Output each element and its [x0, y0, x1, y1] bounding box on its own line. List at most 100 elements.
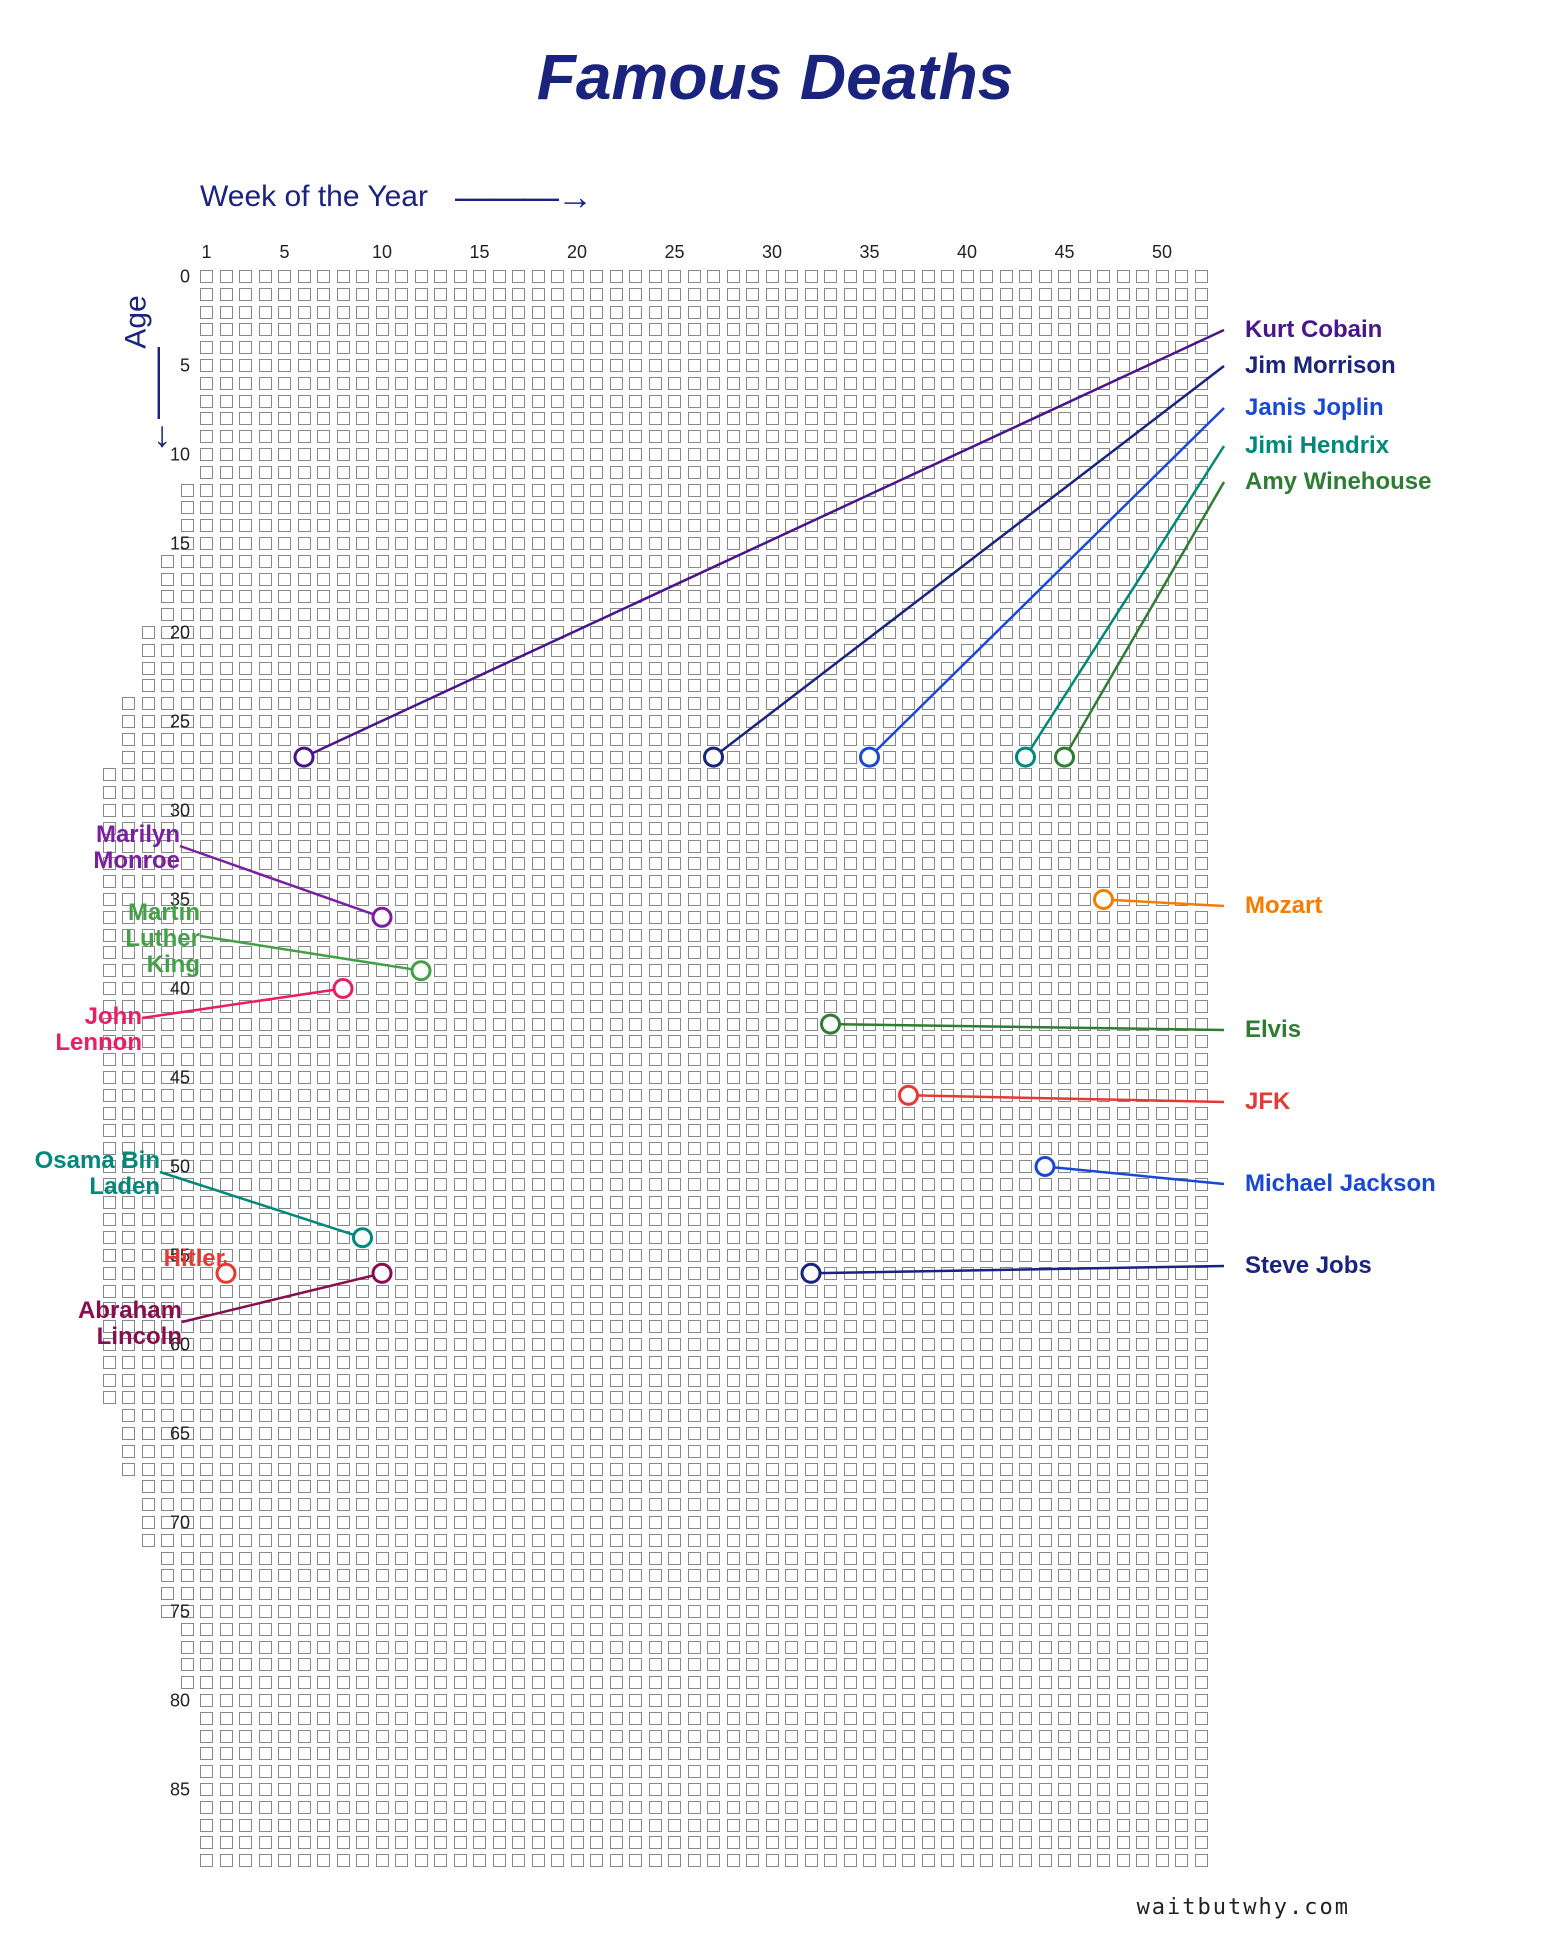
grid-cell-extra	[161, 1018, 174, 1031]
grid-cell	[746, 1267, 759, 1280]
grid-cell	[532, 270, 545, 283]
grid-cell	[1039, 270, 1052, 283]
grid-cell	[805, 857, 818, 870]
grid-cell	[610, 377, 623, 390]
grid-cell	[473, 1712, 486, 1725]
grid-cell	[1039, 1854, 1052, 1867]
grid-cell	[1058, 1196, 1071, 1209]
grid-cell	[395, 822, 408, 835]
grid-cell	[1156, 733, 1169, 746]
grid-cell	[434, 608, 447, 621]
grid-cell	[590, 448, 603, 461]
grid-cell	[844, 662, 857, 675]
grid-cell	[688, 1249, 701, 1262]
grid-cell	[200, 1623, 213, 1636]
grid-cell	[902, 1623, 915, 1636]
grid-cell	[941, 1089, 954, 1102]
grid-cell	[200, 662, 213, 675]
grid-cell	[844, 501, 857, 514]
grid-cell	[434, 964, 447, 977]
grid-cell	[844, 484, 857, 497]
grid-cell	[473, 412, 486, 425]
grid-cell	[922, 1587, 935, 1600]
grid-cell	[668, 270, 681, 283]
grid-cell	[941, 1463, 954, 1476]
grid-cell	[649, 1694, 662, 1707]
grid-cell	[1175, 1213, 1188, 1226]
grid-cell	[220, 412, 233, 425]
grid-cell	[688, 1498, 701, 1511]
grid-cell	[668, 1676, 681, 1689]
grid-cell	[1078, 768, 1091, 781]
grid-cell	[395, 1142, 408, 1155]
grid-cell	[824, 306, 837, 319]
grid-cell	[337, 946, 350, 959]
grid-cell	[395, 1534, 408, 1547]
grid-cell	[766, 751, 779, 764]
grid-cell	[785, 270, 798, 283]
grid-cell	[220, 840, 233, 853]
grid-cell	[590, 626, 603, 639]
grid-cell	[805, 501, 818, 514]
grid-cell	[746, 715, 759, 728]
grid-cell	[766, 1712, 779, 1725]
grid-cell	[766, 768, 779, 781]
grid-cell	[805, 519, 818, 532]
grid-cell	[1156, 1445, 1169, 1458]
grid-cell	[941, 555, 954, 568]
grid-cell-extra	[122, 1124, 135, 1137]
grid-cell	[376, 1480, 389, 1493]
grid-cell	[863, 1338, 876, 1351]
grid-cell	[278, 573, 291, 586]
grid-cell	[551, 964, 564, 977]
grid-cell	[1175, 555, 1188, 568]
grid-cell	[454, 982, 467, 995]
grid-cell	[766, 786, 779, 799]
grid-cell	[1039, 679, 1052, 692]
grid-cell	[1000, 1391, 1013, 1404]
grid-cell	[1000, 822, 1013, 835]
grid-cell	[454, 1516, 467, 1529]
grid-cell	[317, 1374, 330, 1387]
grid-cell	[1078, 1498, 1091, 1511]
grid-cell	[805, 359, 818, 372]
grid-cell	[1019, 377, 1032, 390]
grid-cell	[337, 1427, 350, 1440]
grid-cell	[298, 1320, 311, 1333]
grid-cell	[746, 1765, 759, 1778]
grid-cell	[571, 626, 584, 639]
grid-cell	[649, 1605, 662, 1618]
grid-cell	[239, 982, 252, 995]
grid-cell	[629, 786, 642, 799]
grid-cell	[434, 306, 447, 319]
grid-cell	[941, 840, 954, 853]
grid-cell	[610, 341, 623, 354]
grid-cell	[629, 1356, 642, 1369]
grid-cell	[863, 1658, 876, 1671]
grid-cell	[434, 751, 447, 764]
grid-cell	[941, 697, 954, 710]
grid-cell	[863, 804, 876, 817]
grid-cell	[727, 555, 740, 568]
grid-cell	[1195, 1801, 1208, 1814]
grid-cell	[434, 537, 447, 550]
grid-cell	[902, 1285, 915, 1298]
grid-cell	[961, 1018, 974, 1031]
grid-cell	[824, 1089, 837, 1102]
grid-cell	[649, 1374, 662, 1387]
grid-cell	[1136, 1196, 1149, 1209]
grid-cell	[337, 1249, 350, 1262]
grid-cell	[1117, 1854, 1130, 1867]
grid-cell	[1136, 1089, 1149, 1102]
grid-cell	[1000, 1605, 1013, 1618]
grid-cell	[1175, 430, 1188, 443]
grid-cell	[571, 466, 584, 479]
grid-cell	[590, 1605, 603, 1618]
grid-cell	[356, 1819, 369, 1832]
grid-cell	[610, 875, 623, 888]
grid-cell	[1019, 1302, 1032, 1315]
grid-cell	[376, 501, 389, 514]
grid-cell	[688, 270, 701, 283]
grid-cell	[415, 1374, 428, 1387]
grid-cell	[415, 501, 428, 514]
